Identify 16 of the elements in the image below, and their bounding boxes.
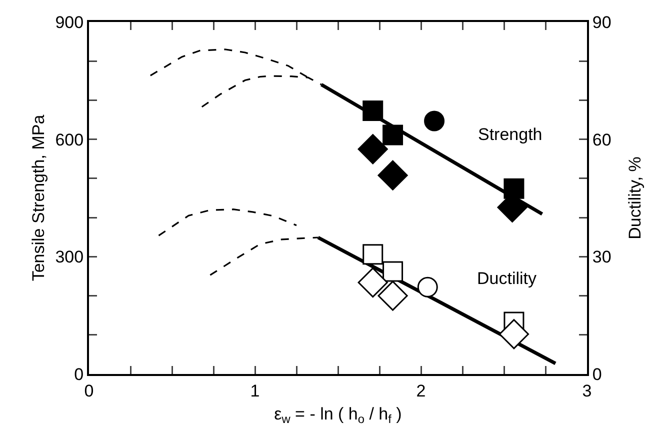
y-tick-label: 0	[74, 364, 84, 384]
x-tick-label: 1	[250, 381, 260, 400]
y-axis-title: Tensile Strength, MPa	[29, 114, 48, 282]
x-tick-label: 3	[582, 381, 592, 400]
annotation: Strength	[478, 125, 542, 144]
annotation: Ductility	[477, 269, 538, 288]
y2-tick-label: 60	[592, 130, 612, 150]
y2-axis-title: Ductility, %	[626, 156, 644, 240]
y-tick-label: 300	[55, 248, 84, 267]
y2-tick-label: 0	[592, 364, 602, 384]
x-tick-label: 2	[416, 381, 426, 400]
y2-tick-label: 30	[592, 248, 612, 267]
y2-tick-label: 90	[592, 12, 612, 32]
x-axis-title: ε$_{w}$ = - ln ( h$_{o}$ / h$_{f}$ )	[274, 404, 402, 426]
y-tick-label: 900	[55, 12, 84, 32]
y-tick-label: 600	[55, 130, 84, 150]
